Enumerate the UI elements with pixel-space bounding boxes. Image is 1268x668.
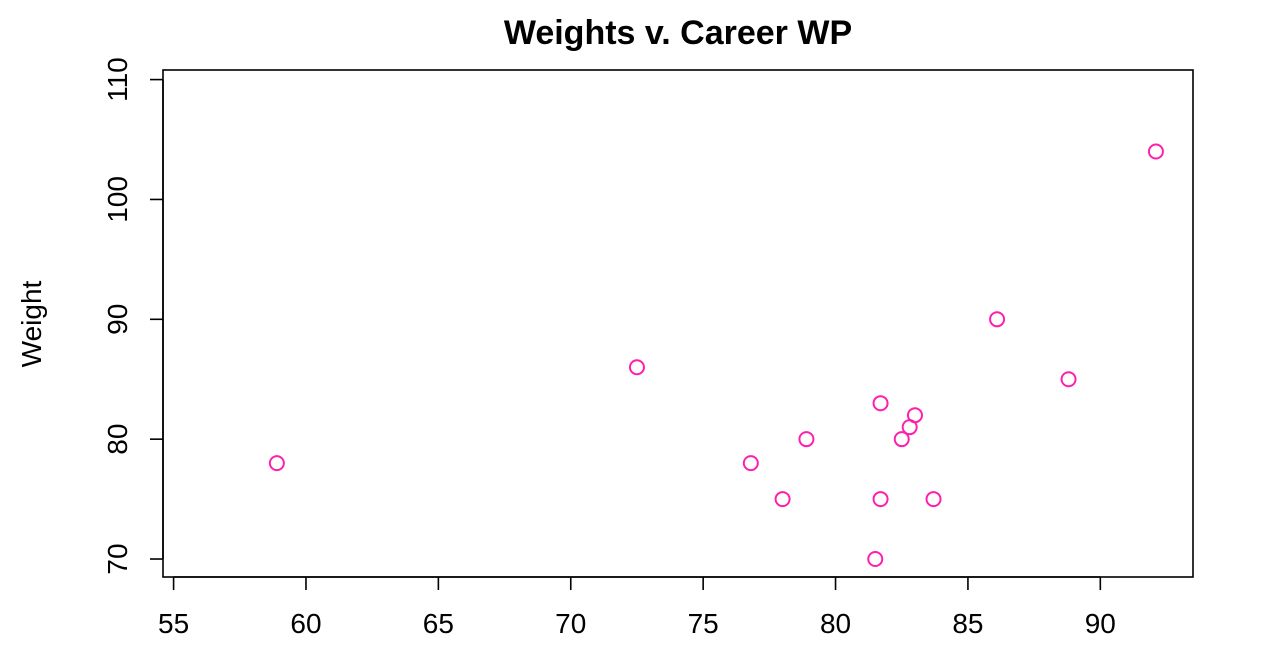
chart-title: Weights v. Career WP	[504, 14, 852, 52]
plot-frame	[162, 69, 1194, 578]
y-axis-label: Weight	[16, 280, 47, 367]
x-tick-label: 55	[158, 608, 189, 639]
data-point	[798, 431, 815, 448]
data-point	[893, 431, 910, 448]
data-point	[872, 491, 889, 508]
x-tick-label: 80	[820, 608, 851, 639]
data-point	[906, 407, 923, 424]
data-point	[1147, 143, 1164, 160]
y-tick-label: 100	[102, 176, 133, 223]
data-point	[1060, 371, 1077, 388]
x-axis: 55 60 65 70 75 80 85 90	[158, 576, 1116, 639]
data-point	[925, 491, 942, 508]
data-point	[867, 551, 884, 568]
data-point	[774, 491, 791, 508]
data-point	[628, 359, 645, 376]
x-tick-label: 60	[290, 608, 321, 639]
x-tick-label: 90	[1085, 608, 1116, 639]
x-tick-label: 65	[423, 608, 454, 639]
data-points	[268, 143, 1164, 568]
data-point	[268, 455, 285, 472]
data-point	[872, 395, 889, 412]
y-tick-label: 70	[102, 543, 133, 574]
x-tick-label: 85	[952, 608, 983, 639]
y-tick-label: 110	[102, 57, 133, 102]
data-point	[989, 311, 1006, 328]
y-tick-label: 90	[102, 304, 133, 335]
y-axis: 70 80 90 100 110	[102, 57, 164, 575]
y-tick-label: 80	[102, 424, 133, 455]
x-tick-label: 75	[688, 608, 719, 639]
data-point	[742, 455, 759, 472]
x-tick-label: 70	[555, 608, 586, 639]
